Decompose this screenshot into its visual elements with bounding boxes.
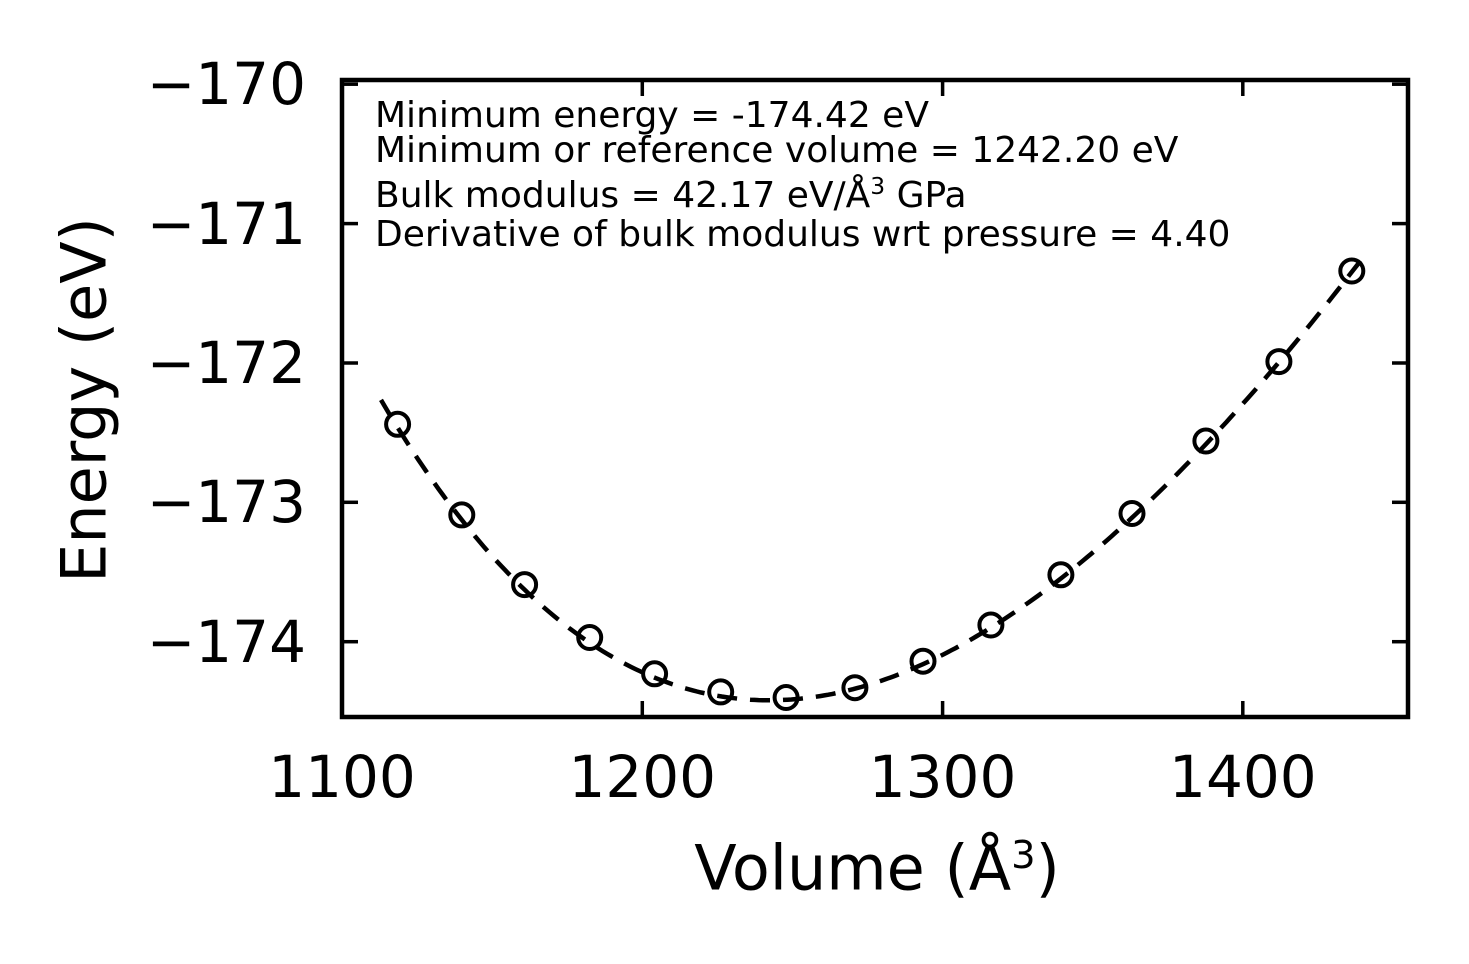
annotation-minimum-volume: Minimum or reference volume = 1242.20 eV (375, 130, 1179, 171)
data-point-marker (511, 571, 539, 599)
data-point-marker (1265, 348, 1293, 376)
data-point-marker (1118, 500, 1146, 527)
x-axis-label-text: Volume (Å (694, 831, 1012, 905)
y-tick-label: −174 (146, 607, 306, 676)
data-point-marker (909, 647, 937, 675)
data-point-marker (977, 611, 1005, 639)
data-point-marker (1192, 427, 1220, 455)
y-axis-label: Energy (eV) (47, 217, 121, 583)
annotation-bulk-modulus: Bulk modulus = 42.17 eV/Å3 GPa (375, 172, 967, 217)
data-point-marker (384, 410, 412, 438)
annotation-minimum-energy: Minimum energy = -174.42 eV (375, 95, 929, 136)
data-points (384, 257, 1366, 711)
annotation-bulk-modulus-unit: GPa (885, 175, 967, 216)
data-point-marker (841, 674, 869, 702)
y-tick-label: −170 (146, 50, 306, 119)
data-point-marker (448, 501, 476, 529)
data-point-marker (772, 684, 800, 711)
annotation-bulk-modulus-superscript: 3 (870, 172, 886, 200)
y-tick-label: −173 (146, 468, 306, 537)
data-point-marker (576, 624, 604, 651)
fit-curve (379, 252, 1368, 703)
annotation-bulk-modulus-derivative: Derivative of bulk modulus wrt pressure … (375, 214, 1231, 255)
x-tick-label: 1200 (568, 743, 717, 811)
x-axis-label-superscript: 3 (1011, 832, 1036, 878)
y-tick-label: −172 (146, 328, 306, 397)
x-tick-label: 1100 (268, 743, 416, 811)
y-tick-label: −171 (146, 189, 306, 258)
x-axis-label-close: ) (1035, 831, 1060, 905)
tick-marks (340, 80, 1408, 717)
annotation-bulk-modulus-text: Bulk modulus = 42.17 eV/Å (375, 175, 871, 216)
data-point-marker (641, 660, 669, 688)
x-axis-label: Volume (Å3) (694, 832, 1060, 905)
x-tick-label: 1300 (868, 743, 1017, 811)
data-point-marker (1047, 561, 1075, 589)
axes-frame (339, 77, 1411, 720)
x-tick-label: 1400 (1169, 743, 1317, 811)
data-point-marker (707, 678, 735, 706)
data-point-marker (1338, 257, 1366, 285)
